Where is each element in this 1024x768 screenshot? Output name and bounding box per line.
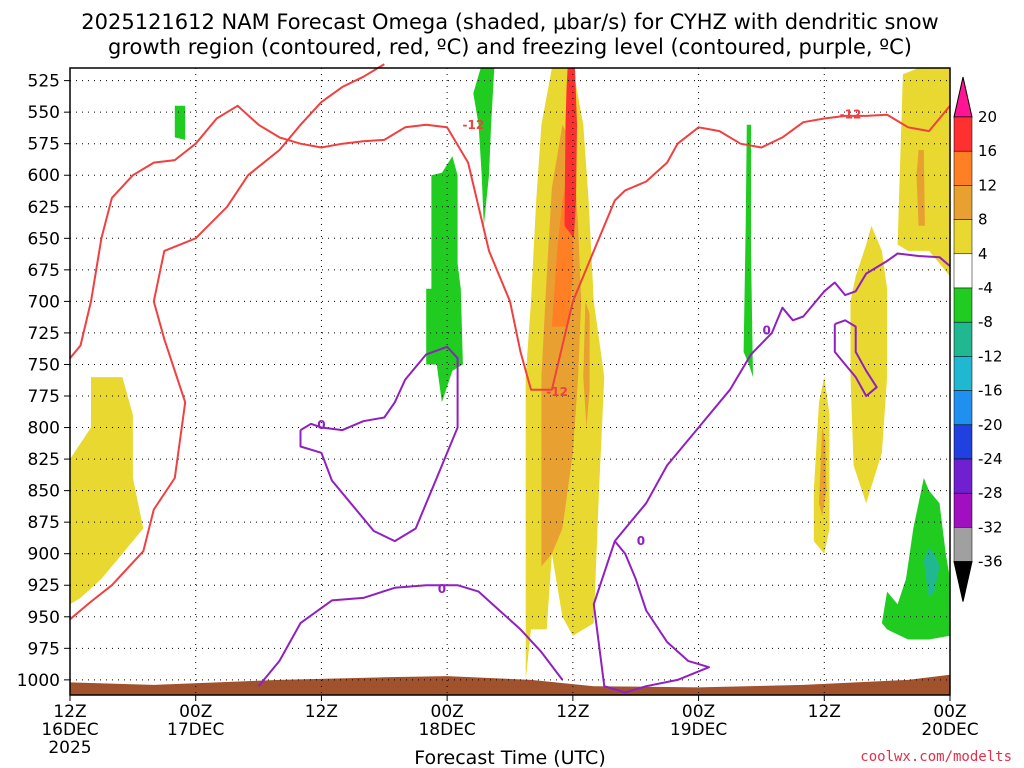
- y-tick-label-625: 625: [28, 198, 60, 218]
- x-tick-label-0-0: 12Z: [53, 702, 86, 722]
- y-tick-label-975: 975: [28, 639, 60, 659]
- y-tick-label-725: 725: [28, 324, 60, 344]
- omega-region-7: [174, 105, 186, 140]
- colorbar-seg-6: [953, 287, 973, 323]
- y-tick-label-525: 525: [28, 72, 60, 92]
- omega-region-16: [923, 547, 940, 598]
- colorbar-label-4: 4: [978, 245, 988, 263]
- omega-region-9: [743, 124, 753, 378]
- x-tick-label-48-0: 12Z: [556, 702, 589, 722]
- colorbar: 20 16 12 8 4 -4 -8 -12 -16 -20 -24 -28 -32 -36: [953, 76, 1003, 602]
- colorbar-seg-2: [953, 150, 973, 186]
- contour-line-2: [299, 345, 459, 543]
- colorbar-seg-5: [953, 253, 973, 289]
- colorbar-label-11: -28: [978, 484, 1003, 502]
- contour-line-5: [833, 319, 878, 397]
- y-tick-label-600: 600: [28, 166, 60, 186]
- colorbar-seg-13: [953, 527, 973, 562]
- colorbar-label-6: -8: [978, 313, 993, 331]
- y-tick-label-775: 775: [28, 387, 60, 407]
- colorbar-label-13: -36: [978, 553, 1003, 571]
- omega-region-6: [473, 68, 495, 226]
- terrain-ground-layer: [70, 674, 950, 695]
- y-tick-label-550: 550: [28, 103, 60, 123]
- colorbar-label-10: -24: [978, 450, 1003, 468]
- y-tick-label-950: 950: [28, 608, 60, 628]
- chart-title-line1: 2025121612 NAM Forecast Omega (shaded, μ…: [81, 10, 938, 34]
- colorbar-label-3: 8: [978, 211, 988, 229]
- colorbar-label-5: -4: [978, 279, 993, 297]
- y-tick-label-900: 900: [28, 545, 60, 565]
- y-tick-label-700: 700: [28, 292, 60, 312]
- contour-label-6: 0: [762, 323, 770, 337]
- x-tick-label-0-1: 16DEC: [41, 720, 98, 740]
- colorbar-seg-4: [953, 219, 973, 255]
- x-tick-label-60-0: 00Z: [682, 702, 715, 722]
- colorbar-top-arrow: [953, 76, 973, 118]
- x-tick-label-0-2: 2025: [48, 738, 91, 758]
- x-tick-label-84-0: 00Z: [933, 702, 966, 722]
- ground-terrain: [70, 674, 950, 695]
- colorbar-label-0: 20: [978, 108, 997, 126]
- colorbar-seg-3: [953, 185, 973, 220]
- contour-label-0: -12: [462, 118, 484, 132]
- y-tick-label-925: 925: [28, 576, 60, 596]
- contour-label-4: 0: [438, 582, 446, 596]
- colorbar-seg-9: [953, 390, 973, 426]
- x-tick-label-24-0: 12Z: [305, 702, 338, 722]
- y-tick-label-650: 650: [28, 229, 60, 249]
- colorbar-seg-8: [953, 356, 973, 391]
- colorbar-label-7: -12: [978, 347, 1003, 365]
- y-tick-label-800: 800: [28, 419, 60, 439]
- contour-line-4: [592, 252, 951, 694]
- x-tick-label-72-0: 12Z: [808, 702, 841, 722]
- y-tick-label-825: 825: [28, 450, 60, 470]
- omega-region-15: [881, 478, 950, 640]
- contour-label-5: 0: [637, 534, 645, 548]
- y-tick-label-875: 875: [28, 513, 60, 533]
- x-tick-label-36-0: 00Z: [431, 702, 464, 722]
- x-tick-label-12-0: 00Z: [179, 702, 212, 722]
- colorbar-seg-7: [953, 321, 973, 357]
- site-credit[interactable]: coolwx.com/modelts: [860, 749, 1012, 765]
- x-tick-label-60-1: 19DEC: [670, 720, 727, 740]
- x-tick-label-12-1: 17DEC: [167, 720, 224, 740]
- x-tick-label-36-1: 18DEC: [418, 720, 475, 740]
- contour-layer: [69, 63, 951, 694]
- colorbar-label-1: 16: [978, 142, 997, 160]
- contour-line-3: [257, 584, 564, 687]
- plot-area: [70, 68, 950, 695]
- contour-label-1: -12: [546, 385, 568, 399]
- omega-region-11: [819, 427, 827, 516]
- contour-line-1: [69, 104, 951, 391]
- contour-label-3: 0: [317, 418, 325, 432]
- plot-frame: [69, 67, 951, 696]
- colorbar-seg-11: [953, 458, 973, 494]
- chart-title-line2: growth region (contoured, red, ºC) and f…: [108, 35, 912, 59]
- colorbar-label-2: 12: [978, 176, 997, 194]
- y-tick-label-1000: 1000: [17, 671, 60, 691]
- y-tick-label-675: 675: [28, 261, 60, 281]
- contour-label-layer: -12 -12 -12 0 0 0 0: [317, 108, 861, 596]
- colorbar-seg-1: [953, 116, 973, 152]
- contour-line-0: [69, 63, 385, 621]
- colorbar-seg-10: [953, 424, 973, 460]
- colorbar-seg-12: [953, 492, 973, 528]
- colorbar-label-9: -20: [978, 416, 1003, 434]
- omega-region-8: [426, 156, 463, 403]
- y-tick-label-850: 850: [28, 482, 60, 502]
- x-tick-label-84-1: 20DEC: [921, 720, 978, 740]
- y-axis-ticks: 525 550 575 600 625 650 675 700 725 750 775 800 825 8…: [17, 72, 70, 691]
- colorbar-label-12: -32: [978, 518, 1003, 536]
- y-tick-label-575: 575: [28, 135, 60, 155]
- colorbar-bottom-arrow: [953, 561, 973, 602]
- omega-region-4: [564, 68, 577, 239]
- x-axis-label: Forecast Time (UTC): [414, 747, 605, 768]
- contour-label-2: -12: [840, 108, 862, 122]
- y-tick-label-750: 750: [28, 355, 60, 375]
- colorbar-label-8: -16: [978, 382, 1003, 400]
